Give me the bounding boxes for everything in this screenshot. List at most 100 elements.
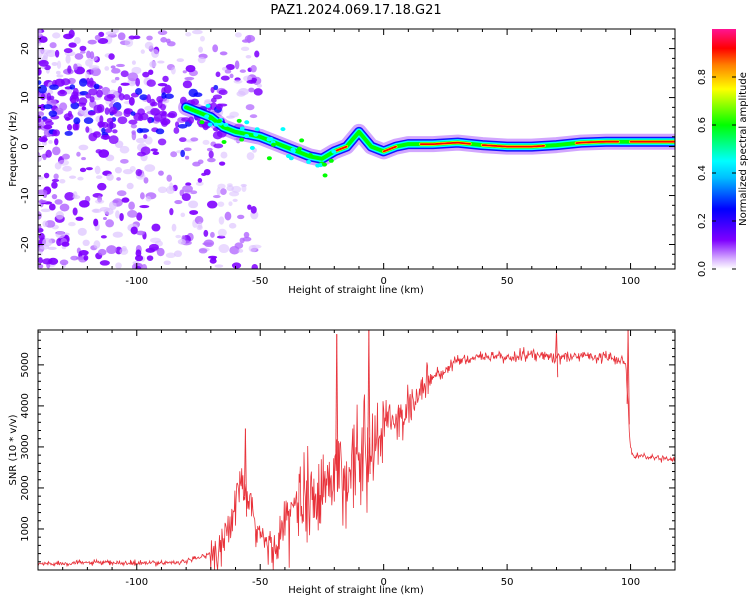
ridge-speckle: [244, 120, 250, 125]
signal-blob: [99, 115, 104, 124]
signal-blob: [166, 112, 176, 118]
ridge-hot-red-3: [481, 144, 545, 148]
noise-blob: [112, 199, 119, 204]
signal-blob: [72, 87, 79, 97]
noise-blob: [48, 139, 53, 144]
noise-blob: [82, 239, 90, 247]
snr-spike: [336, 334, 339, 485]
noise-blob: [106, 245, 117, 254]
signal-blob: [67, 110, 73, 118]
signal-blob: [108, 135, 119, 145]
signal-blob: [193, 92, 203, 98]
noise-blob: [238, 249, 244, 253]
noise-blob: [197, 221, 203, 229]
signal-blob: [95, 149, 103, 154]
signal-blob: [46, 92, 52, 100]
colorbar-tick-label: 0.4: [697, 165, 708, 181]
noise-blob: [194, 216, 204, 225]
noise-blob: [56, 60, 62, 69]
noise-blob: [225, 64, 235, 71]
snr-spike: [244, 428, 248, 517]
noise-blob: [41, 49, 52, 54]
signal-blob: [49, 84, 59, 90]
noise-blob: [163, 260, 171, 266]
noise-blob: [59, 259, 69, 266]
signal-blob: [73, 117, 81, 125]
noise-blob: [183, 147, 192, 152]
noise-blob: [94, 165, 101, 175]
noise-blob: [151, 49, 160, 58]
noise-blob: [221, 66, 228, 71]
noise-blob: [157, 30, 168, 36]
snr-spike: [368, 330, 371, 475]
noise-blob: [215, 71, 221, 78]
noise-blob: [157, 82, 168, 87]
noise-blob: [131, 131, 137, 141]
ridge-speckle: [318, 163, 324, 168]
snr-axes: -100 -50 0 50 100 1000 2000 3000 4000 5000: [20, 330, 675, 588]
noise-blob: [98, 31, 105, 37]
noise-blob: [38, 250, 43, 256]
noise-blob: [233, 79, 243, 84]
colorbar-tick-label: 0.2: [697, 213, 708, 229]
noise-blob: [93, 218, 99, 227]
noise-blob: [85, 59, 93, 67]
signal-blob: [112, 129, 118, 134]
signal-blob: [88, 132, 98, 142]
noise-blob: [42, 238, 53, 247]
signal-blob: [104, 128, 113, 133]
noise-blob: [143, 177, 149, 184]
signal-blob: [135, 87, 143, 95]
noise-blob: [54, 138, 59, 146]
x-tick-label: 100: [621, 276, 640, 287]
noise-blob: [89, 51, 95, 60]
signal-blob: [118, 93, 125, 101]
noise-blob: [77, 227, 87, 236]
noise-blob: [38, 59, 49, 67]
ridge-hot-red-4: [575, 140, 620, 144]
noise-blob: [102, 216, 107, 221]
noise-blob: [149, 61, 157, 68]
noise-blob: [175, 234, 182, 239]
noise-blob: [198, 248, 208, 254]
noise-blob: [51, 178, 60, 183]
noise-blob: [38, 29, 42, 36]
signal-blob: [161, 111, 167, 121]
noise-blob: [58, 159, 70, 166]
noise-blob: [78, 250, 89, 256]
snr-line: [38, 347, 675, 570]
noise-blob: [61, 153, 70, 160]
noise-blob: [216, 187, 221, 196]
ridge-speckle: [239, 137, 245, 142]
noise-blob: [169, 182, 174, 191]
colorbar: 0.0 0.2 0.4 0.6 0.8 Normalized spectral ampl…: [697, 29, 749, 277]
noise-blob: [68, 221, 76, 227]
noise-blob: [250, 65, 257, 73]
noise-blob: [101, 86, 111, 96]
noise-blob: [130, 123, 137, 129]
noise-blob: [197, 159, 204, 165]
noise-blob: [61, 241, 70, 247]
noise-blob: [206, 200, 218, 209]
noise-blob: [180, 212, 186, 218]
noise-blob: [119, 145, 130, 154]
x-tick-label: -100: [125, 577, 148, 588]
noise-blob: [115, 262, 122, 269]
noise-blob: [69, 175, 77, 179]
noise-blob: [135, 266, 142, 269]
noise-blob: [163, 84, 172, 94]
signal-blob: [160, 103, 166, 111]
snr-frame: [37, 329, 676, 571]
y-tick-label: 20: [20, 42, 31, 55]
noise-blob: [229, 73, 234, 79]
snr-y-axis-label: SNR (10 * v/v): [8, 414, 19, 485]
signal-blob: [88, 88, 98, 96]
noise-blob: [120, 158, 129, 164]
noise-blob: [42, 258, 53, 265]
noise-blob: [219, 51, 228, 56]
noise-blob: [52, 146, 61, 156]
noise-blob: [115, 210, 120, 219]
noise-blob: [42, 153, 47, 161]
ridge-speckle: [244, 134, 250, 139]
